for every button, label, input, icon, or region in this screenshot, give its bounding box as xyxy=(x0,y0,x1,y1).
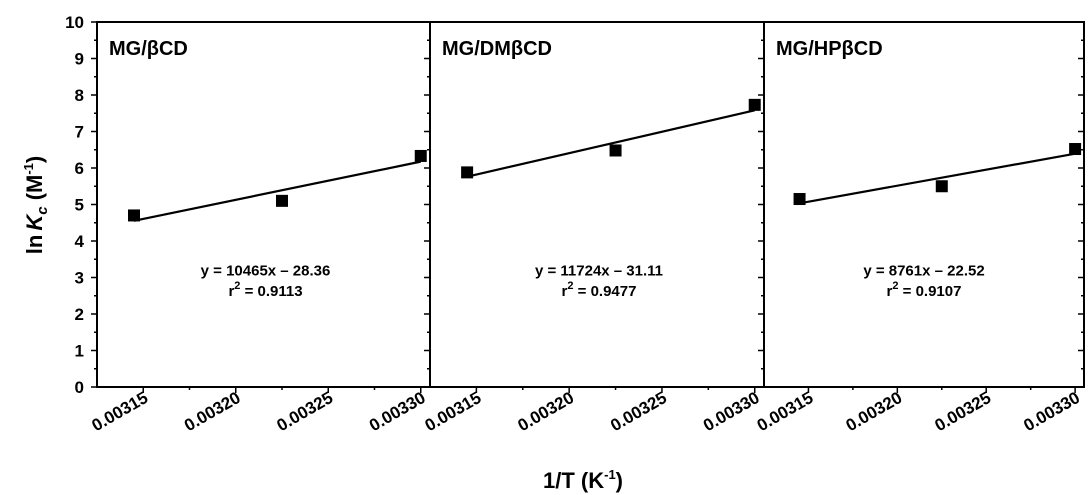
x-tick-label: 0.00325 xyxy=(274,388,337,435)
y-tick-label: 9 xyxy=(75,50,84,69)
y-axis-title-unit: (M xyxy=(22,175,47,207)
y-tick-label: 10 xyxy=(65,13,84,32)
x-tick-label: 0.00320 xyxy=(181,388,244,435)
data-point xyxy=(1069,143,1082,156)
x-axis-title: 1/T (K-1) xyxy=(543,467,623,493)
y-axis: 0 1 2 3 4 5 6 7 8 9 10 xyxy=(65,13,84,397)
panel-frame xyxy=(96,21,431,388)
y-axis-title-tail: ) xyxy=(22,156,47,163)
x-axis-title-main: 1/T (K xyxy=(543,468,604,493)
fit-line xyxy=(799,152,1076,205)
y-tick-label: 0 xyxy=(75,378,84,397)
data-point xyxy=(414,149,427,162)
x-axis-title-tail: ) xyxy=(616,468,623,493)
y-tick-label: 2 xyxy=(75,305,84,324)
y-tick-label: 8 xyxy=(75,86,84,105)
fit-equation: y = 11724x – 31.11 xyxy=(535,263,663,280)
x-axis-title-sup: -1 xyxy=(604,467,616,482)
y-tick-label: 3 xyxy=(75,269,84,288)
y-tick-label: 4 xyxy=(75,232,85,251)
r-squared-exponent: 2 xyxy=(892,280,898,292)
x-tick-label: 0.00320 xyxy=(843,388,906,435)
data-point xyxy=(461,166,474,179)
r-squared-value: = 0.9113 xyxy=(240,283,302,300)
x-tick-label: 0.00315 xyxy=(754,388,817,435)
fit-line xyxy=(466,109,755,178)
fit-line xyxy=(133,160,421,222)
data-point xyxy=(276,194,288,207)
x-tick-label: 0.00330 xyxy=(1020,388,1083,435)
r-squared-value: = 0.9107 xyxy=(898,283,961,300)
x-tick-label: 0.00325 xyxy=(607,388,670,435)
x-tick-label: 0.00320 xyxy=(514,388,577,435)
fit-equation: y = 10465x – 28.36 xyxy=(201,263,331,280)
panel-title: MG/βCD xyxy=(109,38,188,60)
y-axis-title-prefix: ln xyxy=(22,235,47,255)
panel-title: MG/DMβCD xyxy=(442,38,552,60)
data-point xyxy=(609,144,622,157)
r-squared-symbol: r xyxy=(887,283,893,300)
y-axis-title: ln Kc (M-1) xyxy=(21,156,51,254)
data-point xyxy=(793,193,806,206)
data-point xyxy=(748,98,761,111)
r-squared-exponent: 2 xyxy=(234,280,240,292)
y-tick-label: 7 xyxy=(75,123,84,142)
panel-3: 0.00315 0.00320 0.00325 0.00330 MG/HPβCD y = … xyxy=(754,21,1085,435)
r-squared-symbol: r xyxy=(562,283,568,300)
y-axis-title-sub: c xyxy=(34,206,51,215)
panel-title: MG/HPβCD xyxy=(776,38,883,60)
panel-frame xyxy=(763,21,1085,388)
y-tick-label: 5 xyxy=(75,196,84,215)
x-tick-label: 0.00315 xyxy=(89,388,152,435)
r-squared: r2 = 0.9107 xyxy=(887,280,962,300)
r-squared-symbol: r xyxy=(228,283,234,300)
data-point xyxy=(935,180,948,193)
x-tick-label: 0.00325 xyxy=(932,388,995,435)
r-squared-exponent: 2 xyxy=(567,280,573,292)
y-tick-label: 1 xyxy=(75,342,84,361)
panel-1: 0.00315 0.00320 0.00325 0.00330 MG/βCD y = 10… xyxy=(89,21,431,435)
y-axis-title-sup: -1 xyxy=(21,163,36,175)
x-tick-label: 0.00330 xyxy=(700,388,763,435)
panel-2: 0.00315 0.00320 0.00325 0.00330 MG/DMβCD y = … xyxy=(422,21,765,435)
fit-equation: y = 8761x – 22.52 xyxy=(863,263,984,280)
y-tick-label: 6 xyxy=(75,159,84,178)
y-axis-title-var: K xyxy=(22,213,47,231)
panel-frame xyxy=(429,21,765,388)
x-tick-label: 0.00330 xyxy=(366,388,429,435)
panels-layer: 0.00315 0.00320 0.00325 0.00330 MG/βCD y = 10… xyxy=(89,21,1085,435)
r-squared: r2 = 0.9477 xyxy=(562,280,637,300)
r-squared: r2 = 0.9113 xyxy=(228,280,302,300)
r-squared-value: = 0.9477 xyxy=(573,283,636,300)
x-tick-label: 0.00315 xyxy=(422,388,485,435)
data-point xyxy=(128,209,140,222)
